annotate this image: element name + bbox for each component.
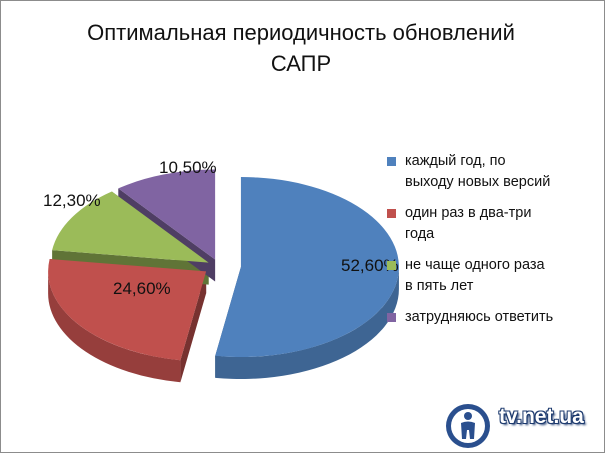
legend-swatch (387, 261, 396, 270)
pie-slice-1 (215, 177, 399, 358)
legend-item-1: каждый год, по выходу новых версий (387, 151, 597, 193)
legend-label: выходу новых версий (405, 174, 551, 190)
info-person-icon (446, 404, 490, 448)
legend-swatch (387, 209, 396, 218)
legend-label: затрудняюсь ответить (405, 309, 554, 325)
pie-slice-2 (48, 259, 207, 361)
legend-swatch (387, 157, 396, 166)
watermark: tv.net.ua (441, 399, 601, 449)
legend-label: года (405, 226, 435, 242)
pie-slice-3 (52, 191, 209, 263)
data-label-3: 12,30% (43, 191, 101, 210)
chart-title-line-2: САПР (270, 51, 332, 76)
legend-item-2: один раз в два-три года (387, 203, 597, 245)
pie-slice-4 (118, 169, 216, 260)
legend-label: один раз в два-три (405, 205, 532, 221)
chart-legend: каждый год, по выходу новых версий один ра… (387, 151, 597, 338)
legend-label: в пять лет (405, 278, 474, 294)
data-label-1: 52,60% (341, 256, 399, 275)
watermark-text: tv.net.ua (499, 405, 584, 428)
chart-title: Оптимальная периодичность обновлений САП… (41, 17, 561, 79)
legend-item-3: не чаще одного раза в пять лет (387, 255, 597, 297)
data-label-4: 10,50% (159, 158, 217, 177)
data-label-2: 24,60% (113, 279, 171, 298)
legend-label: не чаще одного раза (405, 257, 545, 273)
legend-label: каждый год, по (405, 153, 506, 169)
legend-item-4: затрудняюсь ответить (387, 307, 597, 328)
legend-swatch (387, 313, 396, 322)
chart-title-line-1: Оптимальная периодичность обновлений (87, 20, 515, 45)
